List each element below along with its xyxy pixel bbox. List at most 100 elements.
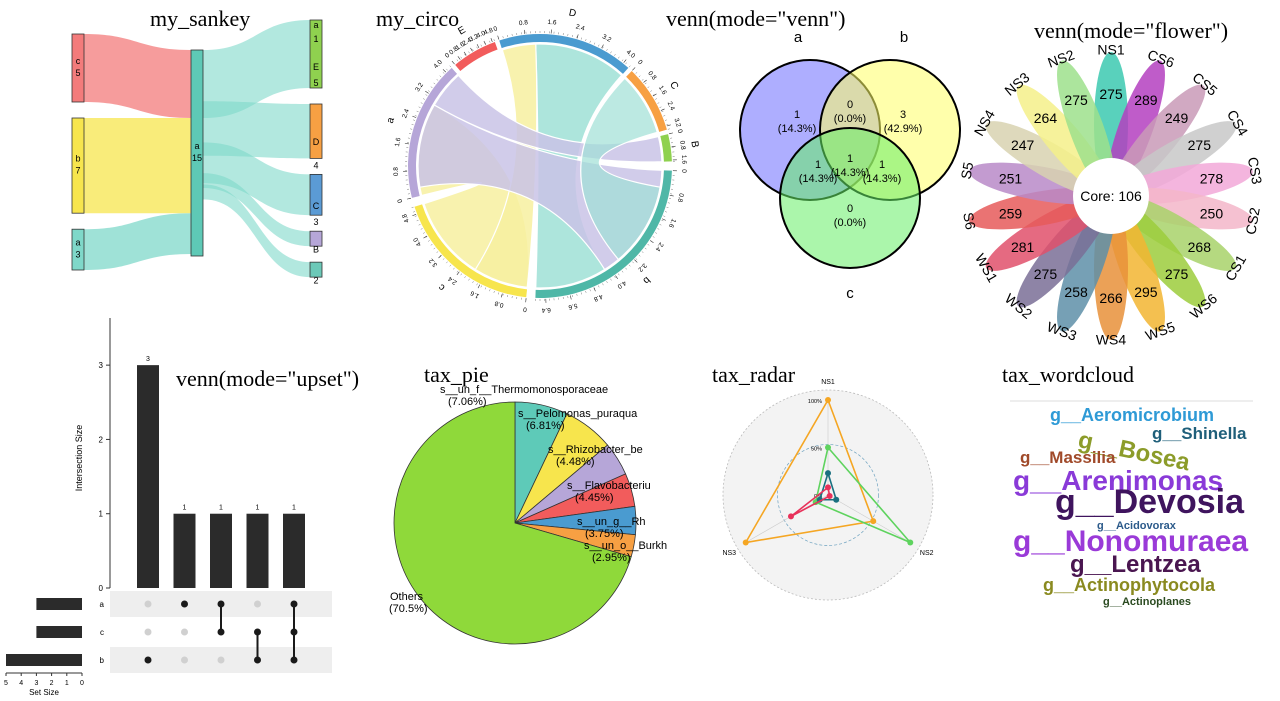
upset-set-name: c — [100, 628, 104, 637]
circo-tick-label: 4.0 — [412, 236, 423, 248]
sankey-link — [203, 184, 310, 278]
circo-tick-label: 3.2 — [414, 81, 425, 93]
upset-set-size-bar — [36, 598, 82, 610]
circo-minor-tick — [453, 267, 455, 270]
circo-minor-tick — [411, 124, 414, 126]
circo-minor-tick — [589, 40, 591, 43]
sankey-node-label: E — [313, 62, 319, 72]
sankey-node-label: 1 — [313, 34, 318, 44]
upset-matrix-dot — [217, 656, 225, 664]
circo-minor-tick — [621, 270, 624, 273]
venn-region-count: 1 — [815, 159, 821, 171]
circo-minor-tick — [625, 267, 627, 270]
upset-bar — [173, 513, 196, 588]
venn-region-count: 1 — [794, 109, 800, 121]
circo-minor-tick — [610, 278, 612, 281]
circo-tick — [623, 59, 627, 63]
upset-set-size-tick-label: 2 — [50, 680, 54, 687]
flower-petal-value: 281 — [1011, 239, 1035, 255]
circo-minor-tick — [449, 264, 452, 267]
circo-tick-label: 1.6 — [667, 218, 677, 229]
radar-ring-label: 0% — [814, 494, 822, 500]
radar-series-point — [826, 492, 833, 499]
circo-minor-tick — [664, 119, 667, 121]
circo-minor-tick — [427, 240, 430, 242]
circo-minor-tick — [606, 48, 608, 51]
sankey-node-label: 2 — [313, 276, 318, 286]
venn-set-label: a — [794, 29, 803, 46]
circo-title: my_circo — [376, 6, 460, 31]
flower-petal-name: CS2 — [1242, 206, 1263, 236]
circo-minor-tick — [418, 106, 421, 108]
flower-petal-value: 249 — [1165, 110, 1189, 126]
circo-minor-tick — [663, 215, 666, 217]
upset-matrix-dot — [144, 628, 152, 636]
circo-sector-label: B — [688, 140, 700, 148]
circo-minor-tick — [585, 290, 587, 293]
circo-minor-tick — [480, 44, 482, 47]
circo-tick — [660, 108, 665, 111]
circo-minor-tick — [647, 244, 650, 246]
circo-tick — [490, 37, 493, 42]
sankey-node — [309, 173, 323, 216]
upset-set-size-tick-label: 4 — [19, 680, 23, 687]
radar-series-point — [825, 470, 831, 477]
upset-bar — [246, 513, 269, 588]
circo-minor-tick — [416, 219, 419, 222]
flower-petal-name: NS1 — [1097, 42, 1124, 58]
wordcloud-word: g__Actinoplanes — [1103, 596, 1191, 608]
circo-tick-label: 2.4 — [461, 37, 473, 48]
radar-axis-label: NS2 — [920, 550, 934, 557]
circo-minor-tick — [650, 90, 653, 92]
upset-set-size-tick-label: 3 — [34, 680, 38, 687]
circo-minor-tick — [453, 62, 455, 65]
circo-tick-label: 3.2 — [672, 117, 682, 128]
upset-bar-label: 1 — [292, 505, 296, 512]
circo-sector-label: C — [667, 80, 680, 92]
circo-minor-tick — [659, 106, 662, 108]
radar-series-line — [790, 485, 831, 518]
circo-minor-tick — [589, 289, 591, 292]
circo-minor-tick — [652, 236, 655, 238]
circo-minor-tick — [449, 65, 452, 68]
radar-series-line — [814, 445, 911, 544]
upset-set-size-tick-label: 1 — [65, 680, 69, 687]
upset-matrix-dot — [144, 656, 152, 664]
circo-minor-tick — [632, 261, 634, 264]
flower-petal-name: CS3 — [1245, 156, 1266, 186]
circo-minor-tick — [410, 128, 413, 130]
pie-slice-label: s__Pelomonas_puraqua — [518, 408, 638, 420]
sankey-node-label: a — [194, 141, 199, 151]
circo-tick-label: 4.8 — [401, 212, 411, 223]
upset-title: venn(mode="upset") — [176, 366, 360, 391]
wordcloud-word: g__Aeromicrobium — [1050, 405, 1214, 425]
circo-minor-tick — [476, 46, 478, 49]
circo-minor-tick — [628, 264, 631, 267]
circo-minor-tick — [580, 292, 582, 295]
circo-tick — [423, 235, 428, 239]
venn-region-pct: (14.3%) — [863, 173, 902, 185]
flower-petal-value: 275 — [1064, 92, 1088, 108]
circo-minor-tick — [498, 37, 500, 40]
pie-slice-pct: (4.48%) — [556, 456, 595, 468]
flower-petal-name: WS4 — [1096, 332, 1127, 348]
circo-tick-label: 0.8 — [448, 45, 460, 56]
upset-y-tick-label: 2 — [99, 435, 104, 444]
circo-tick — [457, 56, 461, 60]
flower-petal-name: S5 — [958, 161, 977, 181]
radar-series-point — [742, 539, 749, 546]
sankey-node-label: b — [75, 154, 80, 164]
circo-tick-label: 1.6 — [547, 19, 557, 27]
circo-sector-label: E — [456, 24, 468, 37]
upset-bar — [137, 365, 159, 588]
circo-tick — [456, 271, 460, 276]
circo-minor-tick — [493, 290, 495, 293]
circo-minor-tick — [425, 236, 428, 238]
sankey-link — [84, 118, 191, 214]
sankey-node-value: 3 — [313, 217, 318, 227]
circo-minor-tick — [641, 79, 644, 81]
circo-minor-tick — [610, 51, 612, 54]
radar-series-point — [825, 444, 831, 451]
radar-series-point — [825, 484, 831, 491]
